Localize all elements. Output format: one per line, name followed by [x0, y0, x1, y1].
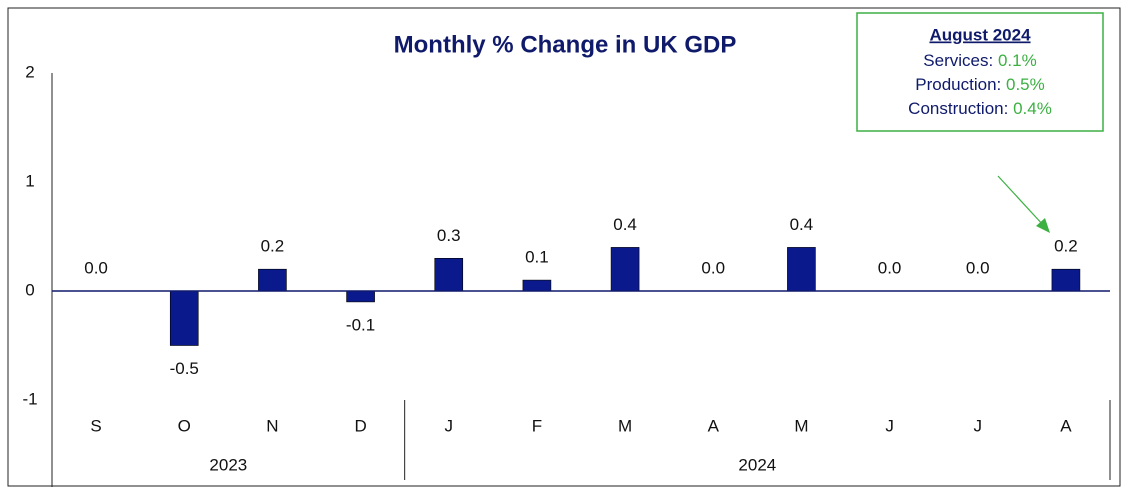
- annotation-line: Construction: 0.4%: [908, 99, 1052, 118]
- bar: [522, 279, 552, 292]
- data-label: -0.5: [170, 359, 199, 378]
- x-tick-label: M: [618, 416, 632, 435]
- x-group-label: 2023: [209, 455, 247, 474]
- annotation-label: Services:: [923, 51, 998, 70]
- x-tick-label: S: [90, 416, 101, 435]
- x-tick-label: M: [794, 416, 808, 435]
- data-label: 0.0: [878, 258, 902, 277]
- x-tick-label: D: [354, 416, 366, 435]
- y-tick-label: 2: [25, 62, 34, 81]
- data-label: 0.2: [1054, 237, 1078, 256]
- bar: [1051, 268, 1081, 292]
- bar: [610, 247, 640, 292]
- data-label: 0.2: [261, 237, 285, 256]
- bar: [169, 290, 199, 346]
- arrow-head: [1036, 218, 1050, 233]
- bar: [787, 247, 816, 292]
- x-tick-label: O: [178, 416, 191, 435]
- x-tick-label: J: [885, 416, 894, 435]
- annotation-box: [856, 12, 1104, 132]
- annotation-label: Production:: [915, 75, 1006, 94]
- data-label: 0.0: [966, 258, 990, 277]
- y-tick-label: 0: [25, 280, 34, 299]
- x-tick-label: N: [266, 416, 278, 435]
- annotation-label: Construction:: [908, 99, 1013, 118]
- data-label: 0.4: [613, 215, 637, 234]
- bar: [434, 257, 464, 292]
- annotation-title: August 2024: [929, 25, 1031, 44]
- x-tick-label: F: [532, 416, 542, 435]
- data-label: 0.0: [84, 258, 108, 277]
- x-tick-label: J: [974, 416, 983, 435]
- x-tick-label: A: [1060, 416, 1072, 435]
- chart-title: Monthly % Change in UK GDP: [394, 31, 737, 58]
- x-tick-label: J: [445, 416, 454, 435]
- bar: [346, 290, 375, 303]
- annotation-line: Production: 0.5%: [915, 75, 1044, 94]
- y-tick-label: -1: [22, 389, 37, 408]
- annotation-value: 0.5%: [1006, 75, 1045, 94]
- data-label: 0.4: [790, 215, 814, 234]
- x-group-label: 2024: [738, 455, 776, 474]
- annotation-arrow: [997, 175, 1045, 227]
- annotation-value: 0.1%: [998, 51, 1037, 70]
- bar: [258, 268, 287, 292]
- frame: [7, 7, 1121, 487]
- annotation-line: Services: 0.1%: [923, 51, 1036, 70]
- annotation-value: 0.4%: [1013, 99, 1052, 118]
- x-tick-label: A: [708, 416, 720, 435]
- data-label: 0.3: [437, 226, 461, 245]
- data-label: -0.1: [346, 315, 375, 334]
- data-label: 0.0: [701, 258, 725, 277]
- y-tick-label: 1: [25, 171, 34, 190]
- data-label: 0.1: [525, 248, 549, 267]
